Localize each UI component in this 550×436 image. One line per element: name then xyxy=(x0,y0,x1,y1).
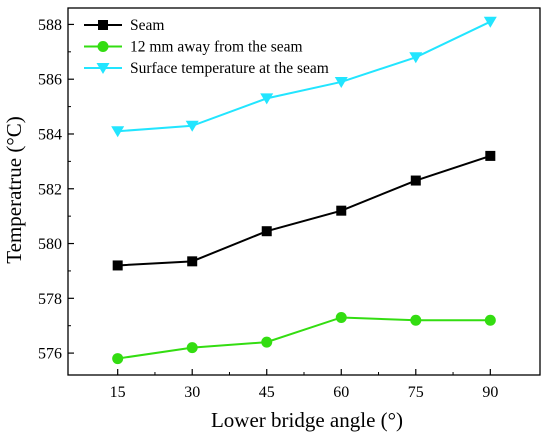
legend-marker xyxy=(96,63,110,74)
data-point xyxy=(187,256,198,267)
series-1 xyxy=(112,150,496,271)
data-point xyxy=(112,353,124,365)
x-axis: 15 30 45 60 75 90 xyxy=(110,369,498,401)
series-line xyxy=(117,20,491,133)
legend-item: Surface temperature at the seam xyxy=(84,60,329,77)
legend-item: Seam xyxy=(84,17,164,34)
legend-label: Surface temperature at the seam xyxy=(130,60,329,77)
series-line xyxy=(117,316,491,360)
x-tick-label: 60 xyxy=(333,384,349,401)
legend-item: 12 mm away from the seam xyxy=(84,39,303,56)
y-tick-label: 582 xyxy=(38,181,62,198)
legend-marker xyxy=(97,41,109,52)
legend-marker xyxy=(98,20,108,30)
data-point xyxy=(261,226,272,237)
legend: Seam 12 mm away from the seam Surface temp… xyxy=(84,17,329,77)
x-tick-label: 90 xyxy=(482,384,498,401)
data-point xyxy=(410,175,421,186)
data-point xyxy=(409,52,423,64)
data-point xyxy=(485,150,496,161)
legend-label: 12 mm away from the seam xyxy=(130,39,303,56)
series-3 xyxy=(111,16,497,138)
legend-label: Seam xyxy=(130,17,164,34)
data-point xyxy=(186,342,198,354)
data-point xyxy=(334,76,348,88)
data-point xyxy=(261,336,273,348)
y-tick-label: 580 xyxy=(38,236,62,253)
data-point xyxy=(335,311,347,323)
series-2 xyxy=(112,311,496,365)
data-point xyxy=(260,93,274,105)
x-tick-label: 30 xyxy=(184,384,200,401)
x-axis-title: Lower bridge angle (°) xyxy=(211,408,403,432)
y-tick-label: 584 xyxy=(38,126,62,143)
data-point xyxy=(336,205,347,216)
data-point xyxy=(112,260,123,271)
y-tick-label: 578 xyxy=(38,291,62,308)
data-point xyxy=(111,126,125,138)
y-tick-label: 576 xyxy=(38,346,62,363)
data-point xyxy=(410,314,422,326)
x-tick-label: 15 xyxy=(110,384,126,401)
series-line xyxy=(117,154,491,267)
x-tick-label: 45 xyxy=(259,384,275,401)
data-point xyxy=(185,120,199,132)
data-point xyxy=(483,16,497,28)
y-tick-label: 586 xyxy=(38,72,62,89)
y-axis-title: Temperatrue (°C) xyxy=(2,116,26,263)
y-tick-label: 588 xyxy=(38,17,62,34)
y-axis: 576 578 580 582 584 586 588 xyxy=(38,17,74,363)
data-point xyxy=(484,314,496,326)
x-tick-label: 75 xyxy=(408,384,424,401)
series-layer xyxy=(111,16,497,365)
